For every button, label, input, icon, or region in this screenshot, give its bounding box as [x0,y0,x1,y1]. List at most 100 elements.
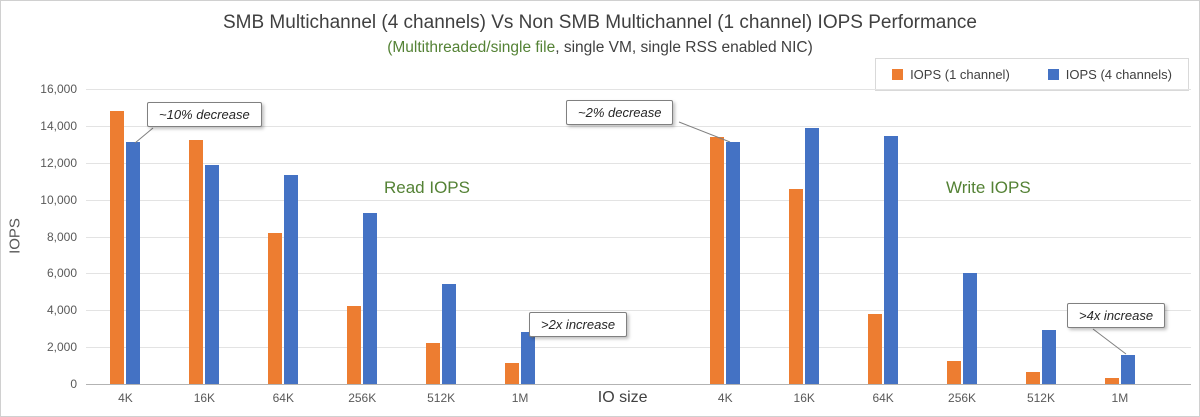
bar-pair [189,89,220,384]
category-256k: 256K [323,89,402,405]
legend-swatch [892,69,904,80]
bar-iops-1-channel- [947,360,962,384]
chart-subtitle-highlight: (Multithreaded/single file [387,39,556,56]
bars: 4K 16K 64K 256K 512K 1M IO size 4K 16K 64K 256K 512… [86,89,1191,406]
x-tick-label: 1M [511,391,529,405]
y-tick-label: 2,000 [46,340,77,355]
bar-iops-1-channel- [110,111,125,384]
legend: IOPS (1 channel) IOPS (4 channels) [875,58,1189,91]
y-axis-title: IOPS [6,218,24,254]
x-tick-label: 16K [193,391,216,405]
bar-iops-1-channel- [1025,372,1040,384]
legend-label: IOPS (1 channel) [910,67,1010,82]
category-1m: 1M [481,89,560,405]
bar-pair [347,89,378,384]
bar-iops-4-channels- [726,142,741,384]
x-tick-label: 256K [948,391,977,405]
bar-pair [710,89,741,384]
category-16k: 16K [165,89,244,405]
bar-iops-4-channels- [126,142,141,384]
group-label-write-iops: Write IOPS [946,178,1031,197]
category-64k: 64K [244,89,323,405]
bar-iops-4-channels- [1120,355,1135,384]
legend-swatch [1047,69,1059,80]
x-tick-label: 4K [118,391,133,405]
category-512k: 512K [1002,89,1081,405]
gridline [86,199,1191,201]
chart-subtitle-rest: , single VM, single RSS enabled NIC) [555,39,813,56]
x-tick-label: 64K [872,391,894,405]
bar-iops-4-channels- [805,127,820,384]
legend-item: IOPS (4 channels) [1047,67,1172,82]
bar-pair [868,89,899,384]
legend-item: IOPS (1 channel) [892,67,1010,82]
x-axis-title: IO size [597,389,648,406]
bar-pair [268,89,299,384]
bar-iops-1-channel- [268,232,283,384]
annotation-2pct-decrease: ~2% decrease [566,100,674,125]
bar-iops-4-channels- [1041,329,1056,384]
y-tick-label: 4,000 [46,303,77,318]
gridline [86,236,1191,238]
bar-iops-1-channel- [505,362,520,384]
bar-pair [1104,89,1135,384]
bar-iops-1-channel- [868,313,883,384]
x-tick-label: 512K [1026,391,1055,405]
x-tick-label: 16K [793,391,815,405]
y-tick-label: 14,000 [40,118,77,133]
annotation-10pct-decrease: ~10% decrease [147,102,262,127]
y-tick-label: 10,000 [40,192,77,207]
chart-subtitle: (Multithreaded/single file, single VM, s… [1,39,1199,57]
gridline [86,273,1191,275]
y-tick-label: 6,000 [46,266,77,281]
x-axis-line [86,384,1191,385]
bar-iops-1-channel- [789,189,804,384]
bar-pair [947,89,978,384]
category-1m: 1M [1080,89,1159,405]
chart-title: SMB Multichannel (4 channels) Vs Non SMB… [222,12,977,33]
bar-iops-4-channels- [963,273,978,384]
bar-iops-1-channel- [710,136,725,384]
bar-pair [1025,89,1056,384]
bar-iops-1-channel- [426,342,441,384]
plot-area: 0 2,000 4,000 6,000 8,000 10,000 12,000 14,000 1… [40,82,1191,406]
y-tick-label: 12,000 [40,155,77,170]
x-tick-label: 256K [348,391,377,405]
x-tick-label: 512K [427,391,456,405]
gridline [86,89,1191,90]
bar-pair [789,89,820,384]
annotation-4x-increase: >4x increase [1067,303,1166,328]
x-tick-label: 4K [717,391,733,405]
annotation-2x-increase: >2x increase [529,312,628,337]
bar-iops-4-channels- [284,174,299,384]
bar-iops-1-channel- [189,139,204,384]
category-64k: 64K [844,89,923,405]
bar-iops-1-channel- [347,305,362,384]
category-512k: 512K [402,89,481,405]
y-tick-label: 0 [70,377,77,391]
bar-iops-4-channels- [363,212,378,384]
bar-pair [505,89,536,384]
bar-pair [110,89,141,384]
bar-iops-4-channels- [521,332,536,384]
gridline [86,310,1191,312]
gridline [86,162,1191,164]
category-4k: 4K [686,89,765,405]
x-tick-label: 64K [272,391,294,405]
bar-iops-4-channels- [442,283,457,384]
x-tick-label: 1M [1111,391,1129,405]
group-gap: IO size [560,89,686,406]
bar-iops-4-channels- [205,164,220,384]
category-4k: 4K [86,89,165,405]
y-tick-label: 8,000 [46,229,77,244]
gridline [86,347,1191,349]
category-256k: 256K [923,89,1002,405]
bar-iops-1-channel- [1104,378,1119,384]
bar-iops-4-channels- [884,136,899,384]
gridline [86,125,1191,127]
group-label-read-iops: Read IOPS [384,178,470,197]
bar-pair [426,89,457,384]
y-tick-label: 16,000 [40,82,77,96]
legend-label: IOPS (4 channels) [1065,67,1172,82]
